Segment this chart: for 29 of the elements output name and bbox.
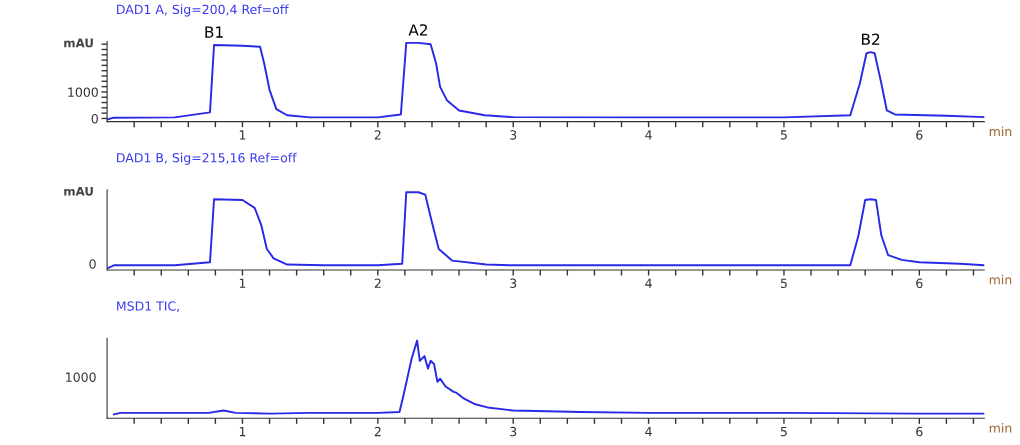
y-axis-title: mAU <box>64 186 93 196</box>
annotation: A2 <box>408 24 428 36</box>
x-axis-title: min <box>989 274 1012 285</box>
annotation: B2 <box>861 33 880 45</box>
x-tick-label: 2 <box>374 130 381 140</box>
chart-title: MSD1 TIC, <box>117 301 179 313</box>
annotation: B1 <box>205 26 223 38</box>
x-tick-label: 3 <box>510 278 517 288</box>
x-tick-label: 2 <box>374 278 381 288</box>
x-tick-label: 6 <box>916 130 923 140</box>
chart-title: DAD1 A, Sig=200,4 Ref=off <box>117 4 289 17</box>
chart-title: DAD1 B, Sig=215,16 Ref=off <box>117 152 297 165</box>
x-tick-label: 4 <box>645 278 652 288</box>
x-tick-label: 2 <box>374 426 381 437</box>
x-tick-label: 1 <box>239 130 246 140</box>
x-tick-label: 4 <box>645 130 652 140</box>
x-tick-label: 3 <box>510 130 517 140</box>
x-tick-label: 1 <box>239 278 246 288</box>
x-tick-label: 5 <box>780 130 787 140</box>
x-tick-label: 1 <box>239 427 246 437</box>
x-tick-label: 5 <box>780 278 787 288</box>
x-axis-title: min <box>989 423 1012 433</box>
x-tick-label: 5 <box>780 427 787 437</box>
x-axis-title: min <box>989 126 1012 136</box>
x-tick-label: 4 <box>645 427 652 437</box>
x-tick-label: 6 <box>916 278 923 288</box>
x-tick-label: 6 <box>916 426 923 437</box>
y-axis-title: mAU <box>64 38 93 48</box>
x-tick-label: 3 <box>510 426 517 437</box>
